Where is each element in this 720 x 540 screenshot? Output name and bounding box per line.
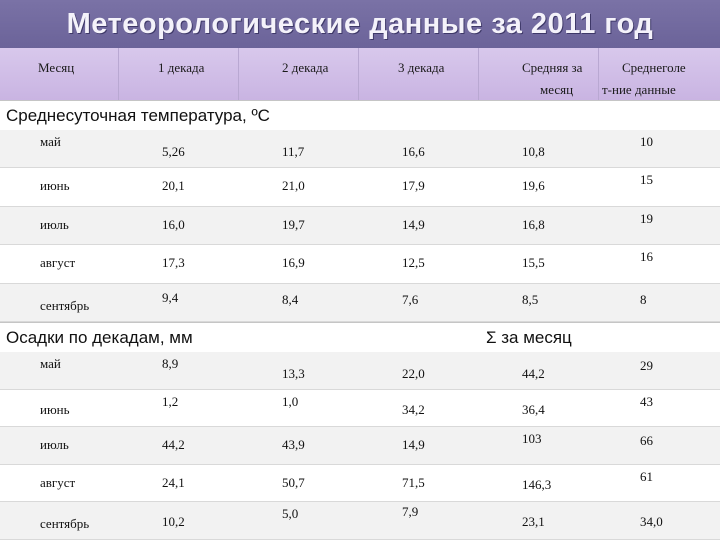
cell-d3: 16,6 (402, 144, 425, 159)
cell-month: июль (40, 437, 69, 453)
cell-month: июнь (40, 178, 70, 194)
precipitation-section-bar: Осадки по декадам, мм Σ за месяц (0, 322, 720, 354)
cell-month: август (40, 255, 76, 271)
cell-d3: 14,9 (402, 216, 425, 232)
cell-month: июль (40, 216, 69, 232)
cell-d2: 43,9 (282, 437, 305, 453)
cell-avg: 10,8 (522, 144, 545, 159)
table-row: май 5,26 11,7 16,6 10,8 10 (0, 130, 720, 169)
cell-avg: 8,5 (522, 291, 539, 307)
cell-avg: 44,2 (522, 366, 545, 381)
cell-d1: 8,9 (162, 356, 179, 371)
cell-norm: 61 (640, 468, 653, 484)
cell-avg: 36,4 (522, 401, 545, 417)
table-row: июль 16,0 19,7 14,9 16,8 19 (0, 206, 720, 246)
table-row: сентябрь 10,2 5,0 7,9 23,1 34,0 (0, 502, 720, 540)
header-norm-line2: т-ние данные (602, 82, 676, 97)
cell-d1: 16,0 (162, 216, 185, 232)
header-decade-2: 2 декада (282, 60, 329, 75)
cell-d3: 12,5 (402, 255, 425, 271)
cell-d2: 50,7 (282, 474, 305, 490)
cell-d3: 71,5 (402, 474, 425, 490)
header-divider (478, 48, 479, 100)
table-header: Месяц 1 декада 2 декада 3 декада Средняя… (0, 48, 720, 100)
header-divider (598, 48, 599, 100)
cell-d2: 8,4 (282, 291, 299, 307)
cell-month: сентябрь (40, 516, 90, 532)
temperature-section-bar: Среднесуточная температура, ºС (0, 100, 720, 132)
cell-d1: 44,2 (162, 437, 185, 453)
cell-d1: 20,1 (162, 178, 185, 194)
cell-d1: 17,3 (162, 255, 185, 271)
cell-month: май (40, 134, 61, 149)
table-row: май 8,9 13,3 22,0 44,2 29 (0, 352, 720, 390)
cell-month: июнь (40, 401, 70, 417)
cell-norm: 10 (640, 134, 653, 149)
header-divider (358, 48, 359, 100)
cell-norm: 19 (640, 210, 653, 226)
header-avg-line2: месяц (540, 82, 574, 97)
cell-norm: 8 (640, 291, 647, 307)
cell-d3: 34,2 (402, 401, 425, 417)
cell-d1: 10,2 (162, 514, 185, 530)
table-row: август 17,3 16,9 12,5 15,5 16 (0, 245, 720, 284)
header-decade-1: 1 декада (158, 60, 205, 75)
table-row: июль 44,2 43,9 14,9 103 66 (0, 427, 720, 465)
cell-avg: 15,5 (522, 255, 545, 271)
table-row: июнь 20,1 21,0 17,9 19,6 15 (0, 168, 720, 207)
cell-norm: 16 (640, 249, 653, 265)
cell-d2: 21,0 (282, 178, 305, 194)
cell-norm: 15 (640, 172, 653, 188)
cell-d3: 7,9 (402, 504, 419, 520)
cell-norm: 29 (640, 358, 653, 373)
cell-d1: 1,2 (162, 393, 179, 409)
cell-norm: 43 (640, 393, 653, 409)
cell-avg: 23,1 (522, 514, 545, 530)
page-title: Метеорологические данные за 2011 год (66, 8, 654, 40)
header-divider (238, 48, 239, 100)
header-avg-line1: Средняя за (522, 60, 583, 75)
cell-d1: 9,4 (162, 289, 179, 305)
cell-d3: 14,9 (402, 437, 425, 453)
cell-d2: 1,0 (282, 393, 299, 409)
cell-month: август (40, 474, 76, 490)
table-row: август 24,1 50,7 71,5 146,3 61 (0, 465, 720, 503)
cell-avg: 19,6 (522, 178, 545, 194)
cell-norm: 34,0 (640, 514, 663, 530)
table-row: июнь 1,2 1,0 34,2 36,4 43 (0, 390, 720, 428)
title-bar: Метеорологические данные за 2011 год (0, 0, 720, 49)
cell-avg: 16,8 (522, 216, 545, 232)
header-norm-line1: Среднеголе (622, 60, 686, 75)
precipitation-section-label: Осадки по декадам, мм (6, 328, 193, 347)
cell-d3: 7,6 (402, 291, 419, 307)
cell-d2: 13,3 (282, 366, 305, 381)
cell-month: сентябрь (40, 297, 90, 313)
header-divider (118, 48, 119, 100)
cell-d1: 5,26 (162, 144, 185, 159)
cell-d2: 16,9 (282, 255, 305, 271)
cell-d1: 24,1 (162, 474, 185, 490)
cell-d2: 11,7 (282, 144, 305, 159)
cell-d2: 5,0 (282, 506, 299, 522)
cell-d3: 17,9 (402, 178, 425, 194)
cell-d2: 19,7 (282, 216, 305, 232)
cell-avg: 103 (522, 431, 542, 447)
cell-avg: 146,3 (522, 476, 552, 492)
cell-norm: 66 (640, 433, 653, 449)
temperature-section-label: Среднесуточная температура, ºС (6, 106, 270, 125)
cell-month: май (40, 356, 61, 371)
header-decade-3: 3 декада (398, 60, 445, 75)
cell-d3: 22,0 (402, 366, 425, 381)
header-month: Месяц (38, 60, 75, 75)
table-row: сентябрь 9,4 8,4 7,6 8,5 8 (0, 283, 720, 322)
precipitation-sum-label: Σ за месяц (486, 328, 572, 347)
